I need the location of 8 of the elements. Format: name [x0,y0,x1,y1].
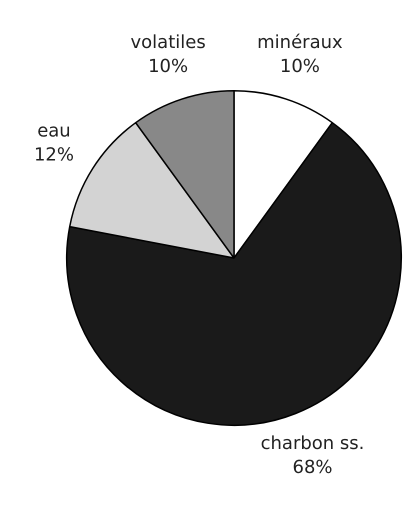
slice-label: eau [37,120,71,142]
data-label: 68% [292,456,333,478]
slice-label: minéraux [257,32,343,53]
slice-label: charbon ss. [260,432,364,454]
slice-label: volatiles [130,32,206,53]
data-label: 12% [34,144,74,166]
data-label: 10% [148,56,188,77]
data-label: 10% [280,56,320,77]
